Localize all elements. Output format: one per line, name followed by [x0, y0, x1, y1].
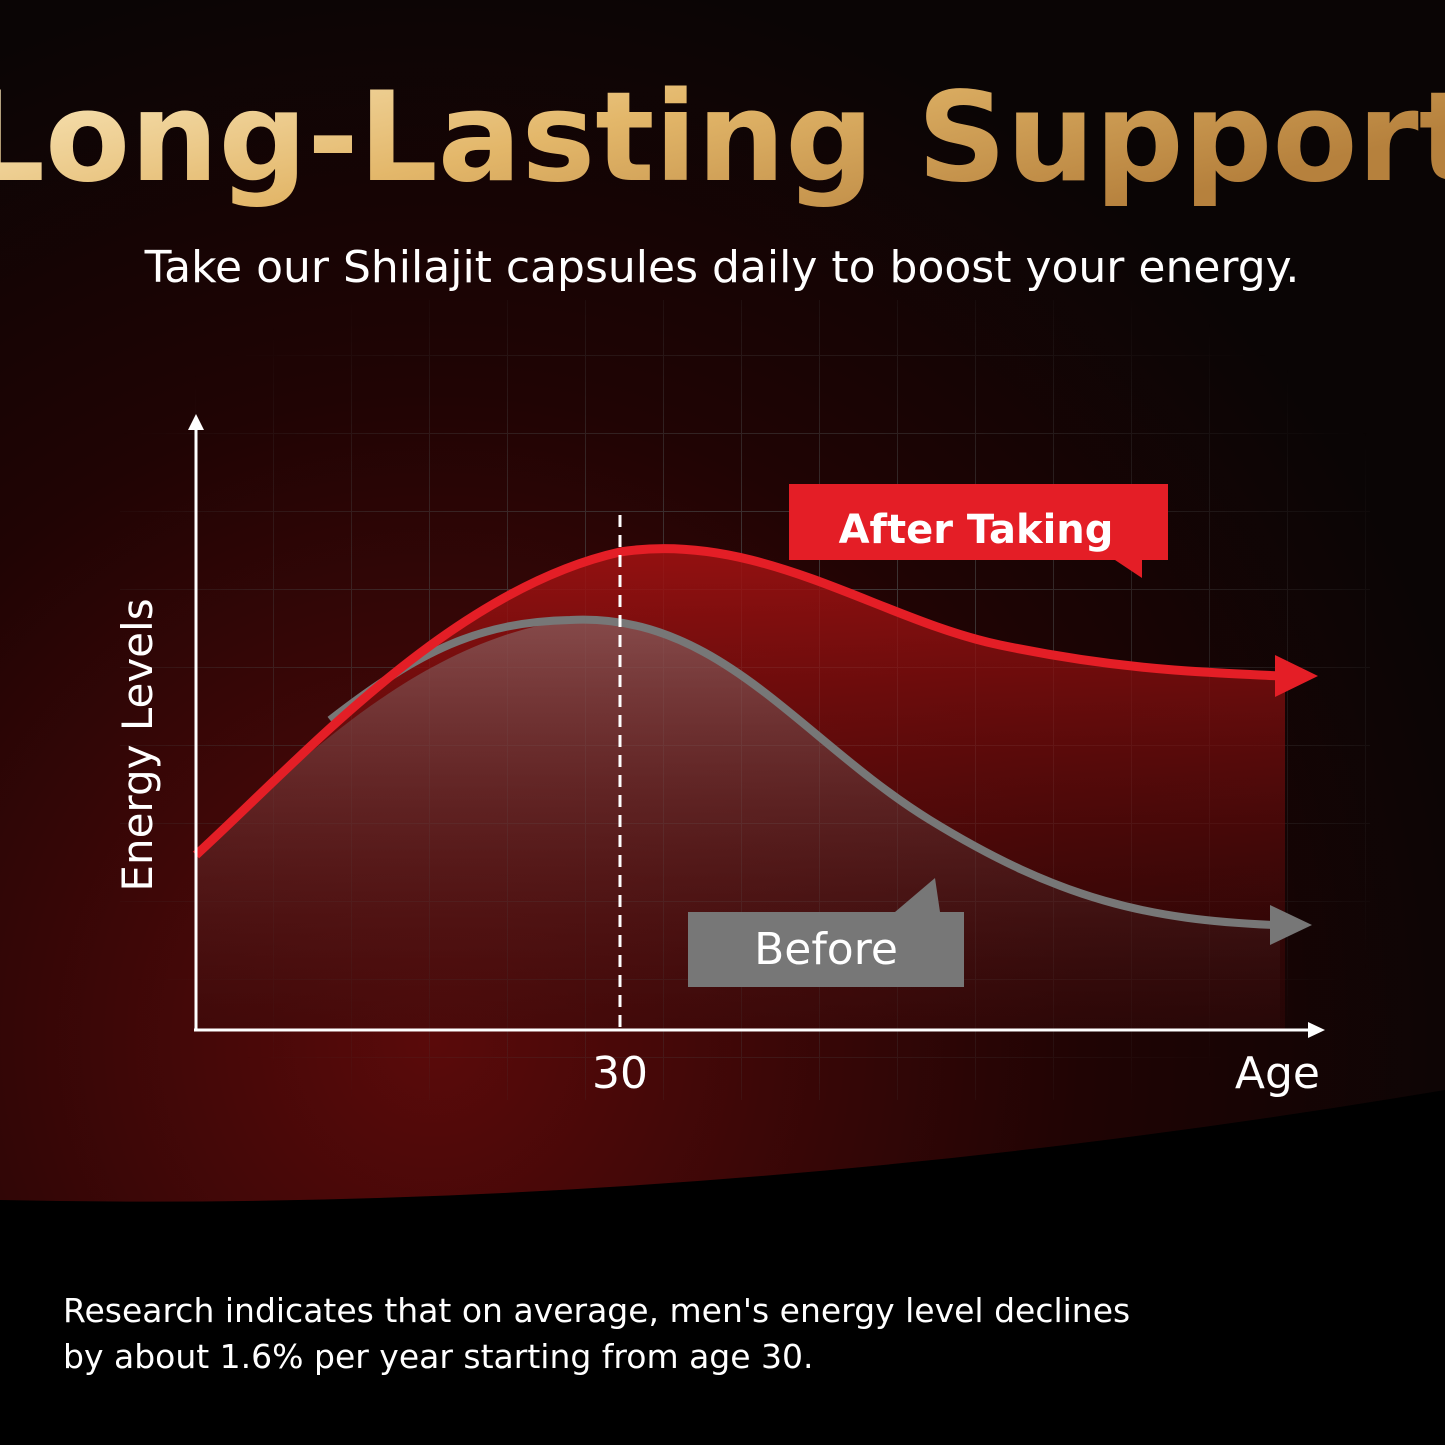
before-label: Before — [754, 924, 898, 975]
before-callout — [688, 878, 964, 987]
y-axis-arrow — [188, 414, 204, 430]
before-curve — [327, 615, 1276, 929]
x-axis-arrow — [1308, 1022, 1325, 1038]
after-curve — [192, 544, 1281, 859]
y-axis-label: Energy Levels — [113, 598, 162, 891]
before-area — [196, 619, 1280, 1030]
footnote-line: by about 1.6% per year starting from age… — [63, 1337, 814, 1376]
footnote-line: Research indicates that on average, men'… — [63, 1291, 1130, 1330]
before-arrow — [1270, 905, 1312, 945]
bottom-band — [0, 1090, 1445, 1445]
subtitle: Take our Shilajit capsules daily to boos… — [144, 242, 1300, 293]
x-axis-label: Age — [1235, 1048, 1320, 1099]
after-callout — [789, 484, 1168, 578]
title: Long-Lasting Support — [0, 66, 1445, 210]
after-arrow — [1275, 655, 1318, 697]
after-label: After Taking — [839, 507, 1114, 553]
age-marker-label: 30 — [592, 1048, 648, 1099]
